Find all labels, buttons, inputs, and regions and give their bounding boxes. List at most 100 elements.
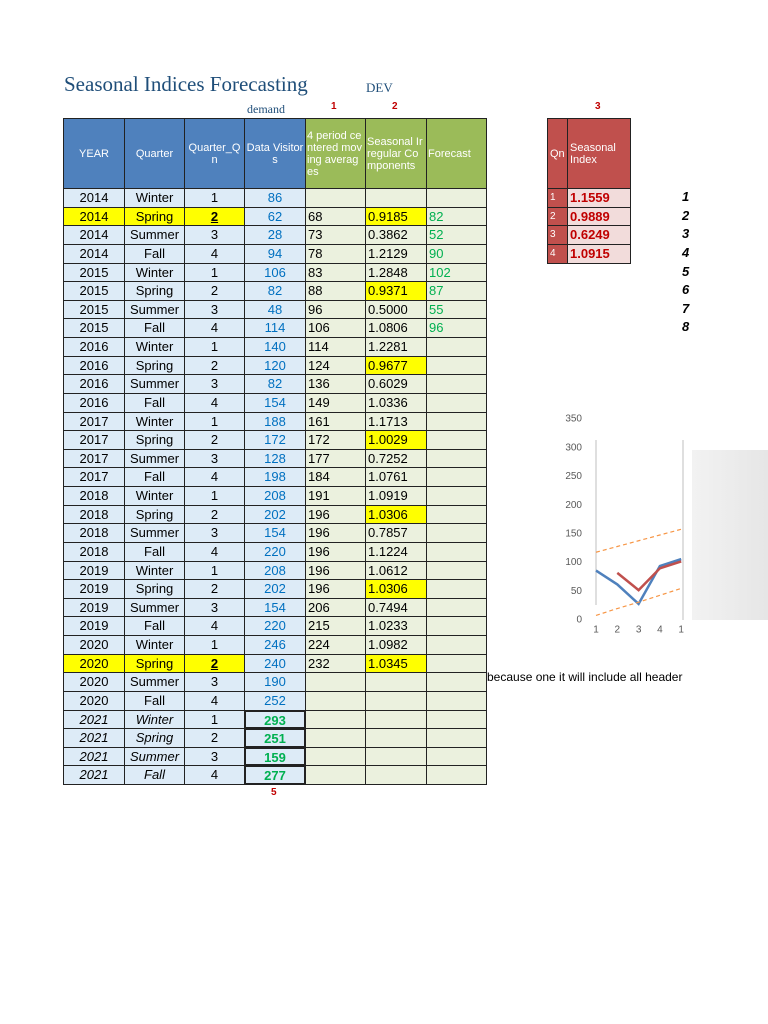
table-cell: 1.0761 [365, 467, 427, 487]
empty-cell [365, 746, 427, 767]
marker: 1 [331, 101, 337, 112]
table-cell: 3 [184, 225, 245, 245]
empty-cell [365, 728, 427, 748]
table-cell: Winter [124, 709, 185, 730]
table-cell: 3 [184, 523, 245, 543]
table-cell: 1.2848 [365, 262, 427, 283]
table-cell: 240 [244, 653, 306, 674]
table-cell: 2017 [63, 448, 125, 469]
table-cell: 224 [305, 635, 366, 655]
table-cell: 1.2129 [365, 243, 427, 264]
table-cell: 154 [244, 597, 306, 618]
table-cell: 208 [244, 486, 306, 506]
table-cell: 232 [305, 653, 366, 674]
table-cell: 94 [244, 243, 306, 264]
series-line [595, 557, 682, 606]
table-cell: 73 [305, 225, 366, 245]
column-header: 4 period centered moving averages [305, 118, 366, 189]
table-cell: 154 [244, 392, 306, 413]
overflow-text: because one it will include all header [487, 670, 683, 684]
table-cell: 1 [184, 560, 245, 581]
empty-cell [426, 560, 487, 581]
table-cell: 87 [426, 281, 487, 301]
table-cell: 1 [184, 635, 245, 655]
index-cell: 1 [547, 188, 568, 208]
table-cell: 0.5000 [365, 299, 427, 320]
table-cell: 96 [305, 299, 366, 320]
table-cell: 2 [184, 653, 245, 674]
table-cell: 2021 [63, 709, 125, 730]
table-cell: 246 [244, 635, 306, 655]
table-cell: 128 [244, 448, 306, 469]
table-cell: 3 [184, 672, 245, 692]
table-cell: 4 [184, 616, 245, 636]
table-cell: 1.0345 [365, 653, 427, 674]
table-cell: 2020 [63, 690, 125, 711]
empty-cell [305, 672, 366, 692]
table-cell: 177 [305, 448, 366, 469]
table-cell: 1 [184, 337, 245, 357]
table-cell: 2020 [63, 653, 125, 674]
column-header: Qn [547, 118, 568, 189]
empty-cell [365, 765, 427, 785]
empty-cell [365, 188, 427, 208]
table-cell: Spring [124, 430, 185, 450]
table-cell: 1.0612 [365, 560, 427, 581]
table-cell: 196 [305, 541, 366, 562]
table-cell: Spring [124, 281, 185, 301]
table-cell: 96 [426, 318, 487, 338]
empty-cell [426, 355, 487, 376]
table-cell: 1.0306 [365, 579, 427, 599]
table-cell: 208 [244, 560, 306, 581]
table-cell: 52 [426, 225, 487, 245]
table-cell: 1.1713 [365, 411, 427, 432]
table-cell: 0.9185 [365, 206, 427, 227]
table-cell: 2014 [63, 206, 125, 227]
table-cell: 215 [305, 616, 366, 636]
table-cell: 2019 [63, 597, 125, 618]
marker: 3 [595, 101, 601, 112]
table-cell: 190 [244, 672, 306, 692]
table-cell: 2021 [63, 728, 125, 748]
y-tick-label: 300 [565, 442, 582, 453]
table-cell: Fall [124, 690, 185, 711]
empty-cell [365, 709, 427, 730]
side-number: 2 [682, 207, 690, 223]
empty-cell [426, 337, 487, 357]
y-tick-label: 200 [565, 500, 582, 511]
table-cell: 2020 [63, 635, 125, 655]
side-number: 4 [682, 244, 690, 260]
table-cell: 4 [184, 318, 245, 338]
table-cell: 2018 [63, 541, 125, 562]
series-line [595, 587, 682, 616]
empty-cell [426, 635, 487, 655]
table-cell: 172 [305, 430, 366, 450]
y-tick-label: 0 [576, 615, 582, 626]
table-cell: 4 [184, 467, 245, 487]
series-line [595, 528, 682, 553]
table-cell: Winter [124, 262, 185, 283]
series-line [616, 560, 682, 592]
empty-cell [426, 709, 487, 730]
table-cell: Summer [124, 523, 185, 543]
empty-cell [426, 597, 487, 618]
table-cell: 2015 [63, 262, 125, 283]
empty-cell [426, 486, 487, 506]
table-cell: 2017 [63, 467, 125, 487]
table-cell: 3 [184, 597, 245, 618]
table-cell: 1.0982 [365, 635, 427, 655]
table-cell: 1.0029 [365, 430, 427, 450]
table-cell: Fall [124, 243, 185, 264]
chart-shadow [692, 450, 768, 620]
y-tick-label: 350 [565, 414, 582, 425]
table-cell: 2021 [63, 765, 125, 785]
table-cell: Winter [124, 560, 185, 581]
table-cell: 206 [305, 597, 366, 618]
table-cell: 55 [426, 299, 487, 320]
table-cell: 2017 [63, 430, 125, 450]
table-cell: 191 [305, 486, 366, 506]
empty-cell [426, 616, 487, 636]
index-cell: 1.1559 [567, 188, 631, 208]
column-header: Forecast [426, 118, 487, 189]
table-cell: 2019 [63, 560, 125, 581]
